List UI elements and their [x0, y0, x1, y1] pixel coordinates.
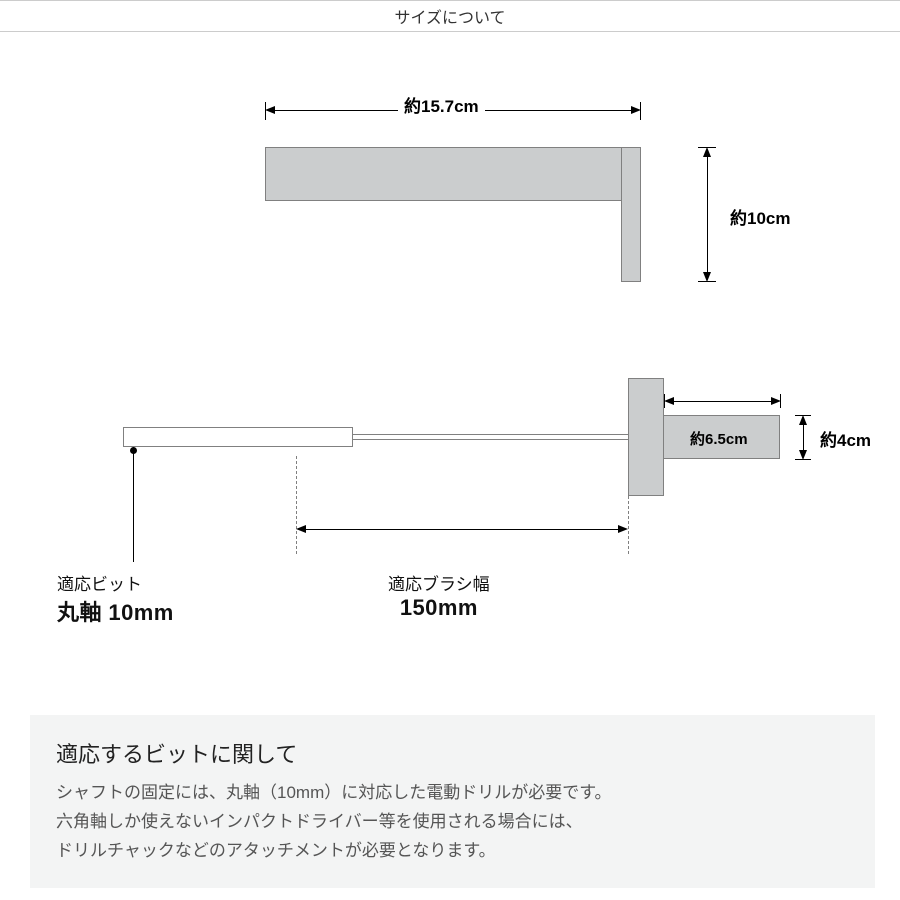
head-block: 約6.5cm	[664, 415, 780, 459]
brush-label-line2: 150mm	[388, 595, 490, 621]
head-plate	[628, 378, 664, 496]
diagram-area: 約15.7cm 約10cm 約6.5cm 約4cm	[0, 32, 900, 672]
dim-head-inner-width-label: 約6.5cm	[690, 428, 748, 449]
shaft-sleeve	[123, 427, 353, 447]
info-body: シャフトの固定には、丸軸（10mm）に対応した電動ドリルが必要です。 六角軸しか…	[56, 779, 849, 866]
info-box: 適応するビットに関して シャフトの固定には、丸軸（10mm）に対応した電動ドリル…	[30, 715, 875, 888]
bit-label-line2: 丸軸 10mm	[57, 595, 174, 627]
bit-label-line1: 適応ビット	[57, 570, 174, 595]
header-bar: サイズについて	[0, 0, 900, 32]
dim-head-height-label: 約4cm	[820, 426, 871, 451]
brush-label: 適応ブラシ幅 150mm	[388, 570, 490, 621]
guide-brush-right	[628, 456, 629, 554]
info-line-2: 六角軸しか使えないインパクトドライバー等を使用される場合には、	[56, 808, 849, 837]
info-title: 適応するビットに関して	[56, 737, 849, 769]
header-title: サイズについて	[394, 4, 505, 28]
info-line-3: ドリルチャックなどのアタッチメントが必要となります。	[56, 837, 849, 866]
guide-brush-left	[296, 456, 297, 554]
side-view-vertical	[621, 147, 641, 282]
dim-top-height-label: 約10cm	[730, 204, 790, 229]
shaft-rod	[353, 434, 628, 440]
info-line-1: シャフトの固定には、丸軸（10mm）に対応した電動ドリルが必要です。	[56, 779, 849, 808]
side-view-horizontal	[265, 147, 621, 201]
brush-label-line1: 適応ブラシ幅	[388, 570, 490, 595]
dim-top-width-label: 約15.7cm	[398, 92, 485, 117]
bit-label: 適応ビット 丸軸 10mm	[57, 570, 174, 627]
